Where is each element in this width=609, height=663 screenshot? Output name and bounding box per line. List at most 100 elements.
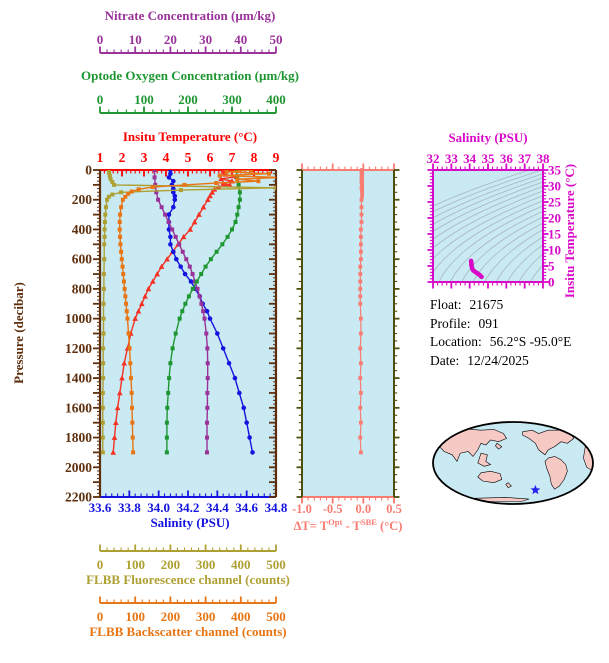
svg-text:200: 200 xyxy=(178,92,198,107)
svg-text:1600: 1600 xyxy=(65,400,92,415)
backscatter-axis-title: FLBB Backscatter channel (counts) xyxy=(89,624,287,639)
svg-text:-1.0: -1.0 xyxy=(292,502,312,516)
svg-text:500: 500 xyxy=(266,609,286,624)
svg-text:32: 32 xyxy=(427,151,440,166)
svg-text:5: 5 xyxy=(185,150,192,165)
svg-text:30: 30 xyxy=(548,179,561,194)
svg-text:33: 33 xyxy=(445,151,459,166)
svg-text:2: 2 xyxy=(119,150,126,165)
svg-text:8: 8 xyxy=(251,150,258,165)
svg-text:10: 10 xyxy=(129,32,142,47)
svg-text:100: 100 xyxy=(125,557,145,572)
delta-axis-title: ΔT= TOpt - TSBE (°C) xyxy=(286,518,410,533)
svg-text:0: 0 xyxy=(97,609,104,624)
svg-text:0.0: 0.0 xyxy=(356,502,372,516)
svg-text:2000: 2000 xyxy=(65,460,92,475)
date-info-line: Date: 12/24/2025 xyxy=(430,353,571,369)
svg-text:25: 25 xyxy=(548,195,562,210)
svg-text:600: 600 xyxy=(72,252,93,267)
svg-text:37: 37 xyxy=(518,151,532,166)
svg-text:2200: 2200 xyxy=(65,490,92,505)
svg-text:34: 34 xyxy=(463,151,477,166)
svg-text:6: 6 xyxy=(207,150,214,165)
delta-plot: -1.0 -0.5 0.0 0.5 xyxy=(292,163,402,516)
profile-value: 091 xyxy=(478,315,499,331)
svg-text:10: 10 xyxy=(548,243,561,258)
svg-text:20: 20 xyxy=(164,32,177,47)
map-outline xyxy=(432,421,594,505)
svg-text:5: 5 xyxy=(548,259,555,274)
delta-plot-background xyxy=(302,170,394,497)
svg-text:1000: 1000 xyxy=(65,311,92,326)
ts-plot-background xyxy=(433,170,543,282)
ts-profile-curve xyxy=(468,258,484,280)
temperature-axis-title: Insitu Temperature (°C) xyxy=(122,129,258,144)
svg-text:0.5: 0.5 xyxy=(386,502,402,516)
svg-text:400: 400 xyxy=(266,92,286,107)
delta-title-sup-sbe: SBE xyxy=(360,517,377,527)
location-info-line: Location: 56.2°S -95.0°E xyxy=(430,334,571,350)
svg-text:34.2: 34.2 xyxy=(177,500,200,515)
svg-text:0: 0 xyxy=(97,92,104,107)
svg-text:3: 3 xyxy=(141,150,148,165)
svg-text:34.8: 34.8 xyxy=(265,500,288,515)
svg-text:400: 400 xyxy=(72,222,93,237)
float-location-star xyxy=(530,484,541,495)
float-value: 21675 xyxy=(469,297,504,312)
svg-text:500: 500 xyxy=(266,557,286,572)
svg-text:0: 0 xyxy=(97,32,104,47)
main-plot-series xyxy=(100,170,276,455)
delta-title-sup-opt: Opt xyxy=(328,517,343,527)
svg-text:34.4: 34.4 xyxy=(206,500,229,515)
delta-title-part: ΔT= T xyxy=(293,519,329,534)
svg-text:400: 400 xyxy=(231,557,251,572)
fluorescence-axis-title: FLBB Fluorescence channel (counts) xyxy=(86,572,290,587)
series-fluorescence xyxy=(100,170,276,455)
pressure-axis-title: Pressure (decibar) xyxy=(11,282,27,384)
svg-text:300: 300 xyxy=(196,557,216,572)
svg-text:1400: 1400 xyxy=(65,371,92,386)
svg-text:200: 200 xyxy=(161,609,181,624)
svg-text:200: 200 xyxy=(72,192,93,207)
svg-text:400: 400 xyxy=(231,609,251,624)
profile-info-line: Profile: 091 xyxy=(430,316,571,332)
delta-title-part: - T xyxy=(342,519,361,534)
svg-text:1: 1 xyxy=(97,150,104,165)
svg-text:35: 35 xyxy=(482,151,496,166)
delta-title-part: (°C) xyxy=(376,519,403,534)
svg-text:0: 0 xyxy=(97,557,104,572)
svg-text:300: 300 xyxy=(196,609,216,624)
svg-text:100: 100 xyxy=(125,609,145,624)
svg-text:34.6: 34.6 xyxy=(235,500,258,515)
svg-text:800: 800 xyxy=(72,281,93,296)
profile-label: Profile: xyxy=(430,315,471,331)
svg-text:7: 7 xyxy=(229,150,236,165)
svg-text:50: 50 xyxy=(270,32,283,47)
series-delta-t xyxy=(358,168,365,455)
svg-text:300: 300 xyxy=(222,92,242,107)
svg-text:200: 200 xyxy=(161,557,181,572)
svg-text:40: 40 xyxy=(234,32,247,47)
date-label: Date: xyxy=(430,352,460,368)
date-value: 12/24/2025 xyxy=(467,352,529,368)
svg-text:0: 0 xyxy=(85,163,92,178)
svg-text:-0.5: -0.5 xyxy=(323,502,343,516)
svg-text:9: 9 xyxy=(273,150,280,165)
nitrate-axis-title: Nitrate Concentration (µm/kg) xyxy=(104,8,276,23)
svg-text:34.0: 34.0 xyxy=(147,500,170,515)
svg-text:1200: 1200 xyxy=(65,341,92,356)
svg-text:30: 30 xyxy=(199,32,212,47)
ts-plot-title: Salinity (PSU) xyxy=(448,130,528,145)
svg-text:1800: 1800 xyxy=(65,430,92,445)
svg-text:33.8: 33.8 xyxy=(118,500,141,515)
oxygen-axis-title: Optode Oxygen Concentration (µm/kg) xyxy=(80,68,299,83)
float-label: Float: xyxy=(430,297,462,312)
svg-text:36: 36 xyxy=(500,151,514,166)
location-label: Location: xyxy=(430,334,482,349)
main-plot-background xyxy=(100,170,276,497)
svg-text:100: 100 xyxy=(134,92,154,107)
svg-text:15: 15 xyxy=(548,227,562,242)
svg-text:4: 4 xyxy=(163,150,170,165)
